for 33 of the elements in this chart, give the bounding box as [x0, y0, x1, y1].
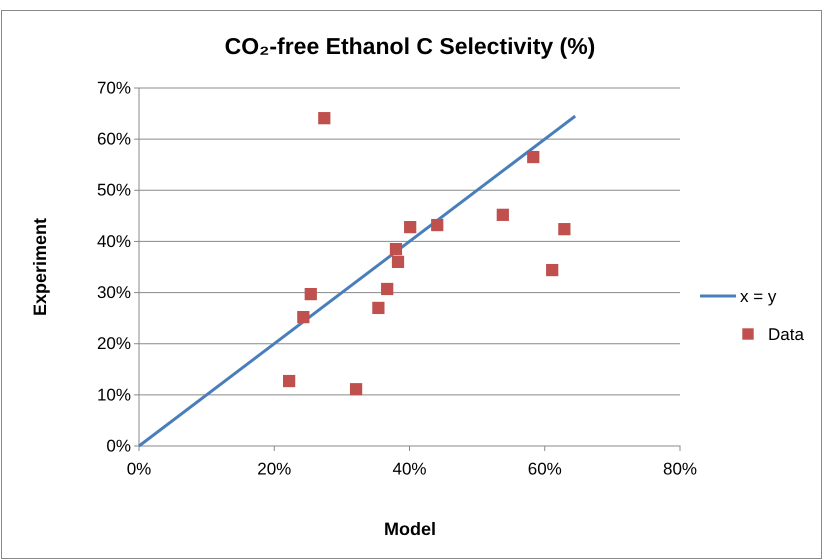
point — [318, 112, 330, 124]
y-tick-label: 50% — [96, 180, 131, 200]
x-axis-title: Model — [384, 519, 436, 539]
y-tick-label: 40% — [96, 232, 131, 251]
point — [304, 288, 317, 300]
y-tick-label: 10% — [96, 385, 131, 404]
point — [496, 208, 509, 221]
point — [558, 223, 570, 236]
point — [404, 220, 416, 234]
y-tick-label: 30% — [96, 283, 131, 302]
x-tick-label: 40% — [392, 459, 427, 478]
point — [392, 256, 404, 268]
point — [283, 374, 296, 388]
point — [297, 310, 310, 324]
y-tick-label: 20% — [96, 334, 131, 354]
y-tick-label: 0% — [106, 436, 131, 456]
y-tick-label: 70% — [96, 78, 131, 98]
legend-label: x = y — [740, 287, 777, 306]
point — [350, 383, 362, 396]
point — [431, 218, 444, 232]
point — [372, 302, 385, 314]
legend-label: Data — [768, 325, 804, 344]
x-tick-label: 0% — [126, 459, 152, 478]
x-tick-label: 60% — [528, 459, 562, 478]
chart-title: CO₂-free Ethanol C Selectivity (%) — [224, 33, 596, 59]
y-axis-title: Experiment — [30, 218, 50, 316]
point — [527, 150, 540, 164]
y-tick-label: 60% — [96, 130, 131, 149]
point — [390, 242, 402, 256]
point — [546, 264, 558, 276]
x-tick-label: 80% — [662, 459, 698, 478]
x-tick-label: 20% — [257, 459, 292, 478]
point — [381, 282, 394, 296]
